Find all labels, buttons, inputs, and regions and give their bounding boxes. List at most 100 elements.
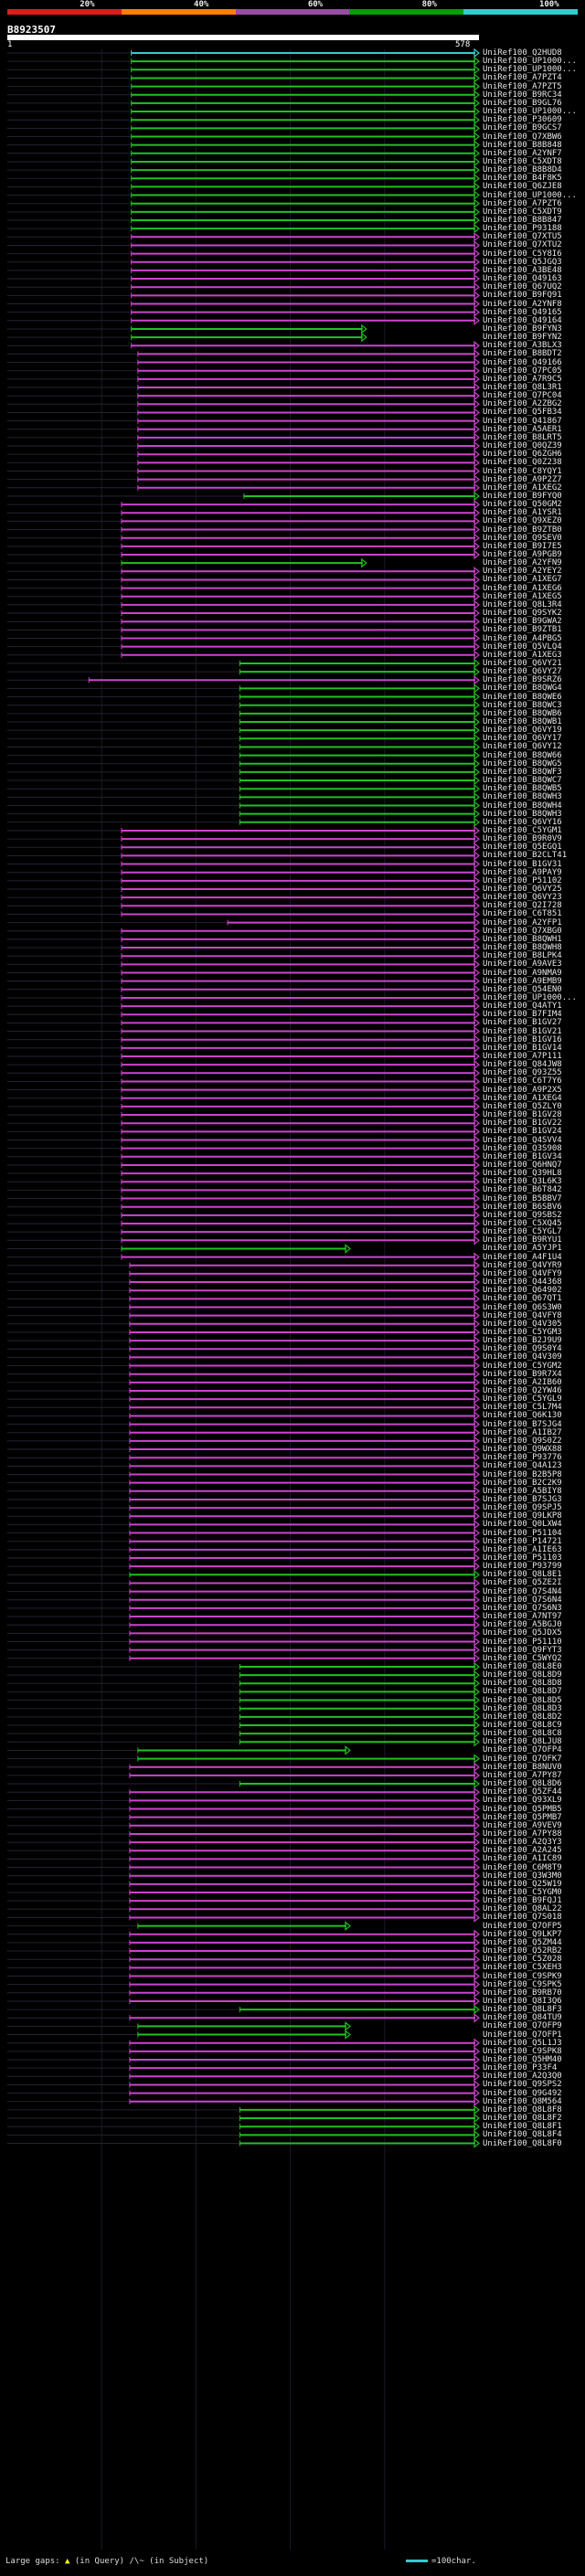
hit-label[interactable]: UniRef100_P51102	[483, 875, 562, 885]
hit-label[interactable]: UniRef100_B8QWC7	[483, 776, 562, 786]
hit-label[interactable]: UniRef100_B9GL76	[483, 98, 562, 108]
hit-label[interactable]: UniRef100_UP1000...	[483, 107, 577, 117]
hit-label[interactable]: UniRef100_Q8L8E1	[483, 1570, 562, 1580]
hit-label[interactable]: UniRef100_Q9LKP7	[483, 1929, 562, 1939]
hit-label[interactable]: UniRef100_C9SPK8	[483, 2046, 562, 2056]
hit-label[interactable]: UniRef100_Q44368	[483, 1277, 562, 1288]
hit-label[interactable]: UniRef100_Q9WX88	[483, 1445, 562, 1455]
hit-label[interactable]: UniRef100_A2YEY2	[483, 567, 562, 577]
hit-label[interactable]: UniRef100_A3BLX3	[483, 341, 562, 351]
hit-label[interactable]: UniRef100_Q9S0Y4	[483, 1344, 562, 1354]
hit-label[interactable]: UniRef100_A2IB60	[483, 1377, 562, 1387]
hit-label[interactable]: UniRef100_C5WYQ2	[483, 1653, 562, 1663]
hit-label[interactable]: UniRef100_A1XEG2	[483, 482, 562, 493]
hit-label[interactable]: UniRef100_A3BE48	[483, 265, 562, 275]
hit-label[interactable]: UniRef100_Q7XBG0	[483, 926, 562, 936]
hit-label[interactable]: UniRef100_C5L7M4	[483, 1403, 562, 1413]
hit-label[interactable]: UniRef100_B9FQ91	[483, 291, 562, 301]
hit-label[interactable]: UniRef100_Q9S0Z2	[483, 1436, 562, 1446]
hit-label[interactable]: UniRef100_B1GV21	[483, 1026, 562, 1036]
hit-label[interactable]: UniRef100_B1GV31	[483, 859, 562, 869]
hit-label[interactable]: UniRef100_B8BDT2	[483, 349, 562, 359]
hit-label[interactable]: UniRef100_Q4VYR9	[483, 1260, 562, 1270]
hit-label[interactable]: UniRef100_P51103	[483, 1553, 562, 1563]
hit-label[interactable]: UniRef100_A2Q3Q0	[483, 2072, 562, 2082]
hit-label[interactable]: UniRef100_Q6K130	[483, 1411, 562, 1421]
hit-label[interactable]: UniRef100_Q9G492	[483, 2088, 562, 2098]
hit-label[interactable]: UniRef100_Q7S6N4	[483, 1595, 562, 1605]
hit-label[interactable]: UniRef100_Q7OFP9	[483, 2021, 562, 2031]
hit-label[interactable]: UniRef100_B1GV14	[483, 1043, 562, 1053]
hit-label[interactable]: UniRef100_Q5VLQ4	[483, 641, 562, 652]
hit-label[interactable]: UniRef100_Q49163	[483, 274, 562, 284]
hit-label[interactable]: UniRef100_P51104	[483, 1528, 562, 1538]
hit-label[interactable]: UniRef100_C6T7Y6	[483, 1076, 562, 1087]
hit-label[interactable]: UniRef100_A1XEG5	[483, 591, 562, 601]
hit-label[interactable]: UniRef100_Q0Z238	[483, 458, 562, 468]
hit-label[interactable]: UniRef100_Q5ZLY0	[483, 1101, 562, 1111]
hit-label[interactable]: UniRef100_Q8L8D8	[483, 1679, 562, 1689]
hit-label[interactable]: UniRef100_C5YGM0	[483, 1888, 562, 1897]
hit-label[interactable]: UniRef100_A7PZT6	[483, 198, 562, 208]
hit-label[interactable]: UniRef100_B9R7X4	[483, 1369, 562, 1379]
hit-label[interactable]: UniRef100_C6M8T9	[483, 1862, 562, 1872]
hit-label[interactable]: UniRef100_A5AER1	[483, 424, 562, 434]
hit-label[interactable]: UniRef100_B8QWH8	[483, 943, 562, 953]
hit-label[interactable]: UniRef100_C8YQY1	[483, 466, 562, 476]
hit-label[interactable]: UniRef100_Q6VY25	[483, 885, 562, 894]
hit-label[interactable]: UniRef100_Q5ZE2I	[483, 1578, 562, 1588]
hit-label[interactable]: UniRef100_Q6VY27	[483, 667, 562, 677]
hit-label[interactable]: UniRef100_Q2YW46	[483, 1386, 562, 1395]
hit-label[interactable]: UniRef100_Q7OFP1	[483, 2030, 562, 2040]
hit-label[interactable]: UniRef100_Q4ATY1	[483, 1002, 562, 1012]
hit-label[interactable]: UniRef100_Q5ZF44	[483, 1787, 562, 1797]
hit-label[interactable]: UniRef100_P14721	[483, 1536, 562, 1546]
hit-label[interactable]: UniRef100_UP1000...	[483, 65, 577, 75]
hit-label[interactable]: UniRef100_C5YGM2	[483, 1361, 562, 1371]
hit-label[interactable]: UniRef100_B8NUV0	[483, 1762, 562, 1772]
hit-label[interactable]: UniRef100_Q8L8D9	[483, 1670, 562, 1680]
hit-label[interactable]: UniRef100_Q2HUD8	[483, 48, 562, 58]
hit-label[interactable]: UniRef100_A2Q3Y3	[483, 1838, 562, 1848]
hit-label[interactable]: UniRef100_A2YFN9	[483, 558, 562, 568]
hit-label[interactable]: UniRef100_Q8L8D2	[483, 1712, 562, 1722]
hit-label[interactable]: UniRef100_B8QWC3	[483, 700, 562, 710]
hit-label[interactable]: UniRef100_Q4V309	[483, 1352, 562, 1362]
hit-label[interactable]: UniRef100_Q5EGQ1	[483, 843, 562, 853]
hit-label[interactable]: UniRef100_A2ZBG2	[483, 399, 562, 409]
hit-label[interactable]: UniRef100_B8QWG4	[483, 684, 562, 694]
hit-label[interactable]: UniRef100_B9FYN2	[483, 333, 562, 343]
hit-label[interactable]: UniRef100_B9ZTB1	[483, 625, 562, 635]
hit-label[interactable]: UniRef100_Q7XTU2	[483, 240, 562, 250]
hit-label[interactable]: UniRef100_Q8L8D3	[483, 1703, 562, 1713]
hit-label[interactable]: UniRef100_B8QWH3	[483, 809, 562, 819]
hit-label[interactable]: UniRef100_Q8I3Q6	[483, 1996, 562, 2006]
hit-label[interactable]: UniRef100_Q8L3R1	[483, 383, 562, 392]
hit-label[interactable]: UniRef100_Q39HL8	[483, 1169, 562, 1179]
hit-label[interactable]: UniRef100_A2YFP1	[483, 917, 562, 928]
hit-label[interactable]: UniRef100_A1IE63	[483, 1544, 562, 1554]
hit-label[interactable]: UniRef100_Q4VFY9	[483, 1268, 562, 1278]
hit-label[interactable]: UniRef100_Q9SBS2	[483, 1210, 562, 1220]
hit-label[interactable]: UniRef100_Q41867	[483, 416, 562, 426]
hit-label[interactable]: UniRef100_Q8L8F4	[483, 2130, 562, 2140]
hit-label[interactable]: UniRef100_B8B847	[483, 216, 562, 225]
hit-label[interactable]: UniRef100_Q4V305	[483, 1319, 562, 1329]
hit-label[interactable]: UniRef100_B8QWB1	[483, 717, 562, 726]
hit-label[interactable]: UniRef100_A9EMB9	[483, 976, 562, 986]
hit-label[interactable]: UniRef100_Q52RB2	[483, 1946, 562, 1956]
hit-label[interactable]: UniRef100_Q7PC04	[483, 391, 562, 401]
hit-label[interactable]: UniRef100_Q5FB34	[483, 408, 562, 418]
hit-label[interactable]: UniRef100_A2YNF8	[483, 299, 562, 309]
hit-label[interactable]: UniRef100_B1GV24	[483, 1127, 562, 1137]
hit-label[interactable]: UniRef100_A5YJP1	[483, 1244, 562, 1254]
hit-label[interactable]: UniRef100_B7SJG3	[483, 1494, 562, 1504]
hit-label[interactable]: UniRef100_Q6VY21	[483, 658, 562, 668]
hit-label[interactable]: UniRef100_B9R0V9	[483, 834, 562, 844]
hit-label[interactable]: UniRef100_A1XEG7	[483, 575, 562, 585]
hit-label[interactable]: UniRef100_Q9XEZ0	[483, 516, 562, 526]
hit-label[interactable]: UniRef100_B8LRT5	[483, 432, 562, 442]
hit-label[interactable]: UniRef100_Q4A123	[483, 1461, 562, 1471]
hit-label[interactable]: UniRef100_Q84JW8	[483, 1060, 562, 1070]
hit-label[interactable]: UniRef100_B8QWH4	[483, 800, 562, 811]
